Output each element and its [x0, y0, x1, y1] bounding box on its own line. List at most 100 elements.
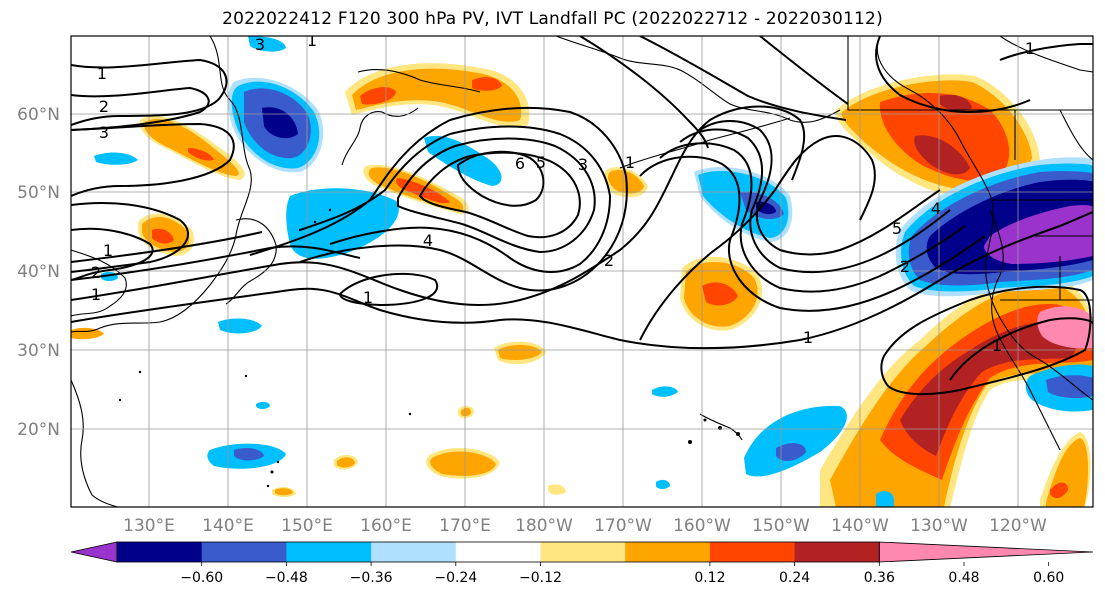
colorbar-tick-label: 0.36 — [864, 570, 895, 586]
contour-label: 5 — [536, 153, 546, 172]
latitude-label: 60°N — [17, 105, 60, 125]
contour-label: 1 — [992, 336, 1002, 355]
positive-anomaly — [900, 321, 1077, 456]
island — [688, 440, 692, 444]
contour-line — [397, 137, 596, 254]
contour-label: 3 — [255, 35, 265, 54]
colorbar-tick-label: −0.60 — [180, 570, 223, 586]
positive-anomaly — [430, 451, 496, 476]
colorbar-extend-low — [70, 541, 118, 563]
positive-anomaly — [548, 484, 566, 495]
contour-label: 2 — [99, 97, 109, 116]
contour-label: 3 — [578, 155, 588, 174]
negative-anomaly — [94, 152, 138, 165]
contour-label: 1 — [803, 328, 813, 347]
positive-anomaly — [1037, 306, 1093, 349]
contour-line — [639, 135, 876, 341]
negative-anomaly — [744, 405, 847, 477]
positive-anomaly — [498, 344, 542, 360]
positive-anomaly — [472, 77, 502, 91]
positive-anomaly — [879, 92, 1010, 181]
colorbar-segment — [794, 542, 880, 562]
island — [313, 220, 317, 224]
longitude-label: 130°E — [123, 516, 175, 536]
colorbar: −0.60 −0.48 −0.36 −0.24 −0.12 0.12 0.24 0.36 0.4… — [70, 541, 1094, 586]
negative-anomaly — [776, 443, 806, 461]
island — [244, 374, 248, 378]
latitude-labels: 60°N 50°N 40°N 30°N 20°N — [17, 105, 60, 440]
colorbar-segment — [625, 542, 711, 562]
negative-anomaly — [234, 448, 264, 461]
island — [118, 398, 122, 402]
contour-line — [759, 36, 849, 105]
negative-anomaly — [248, 36, 286, 52]
positive-anomaly — [144, 118, 239, 176]
colorbar-tick-label: 0.24 — [779, 570, 810, 586]
contour-layer — [71, 36, 1093, 396]
longitude-label: 150°W — [752, 516, 810, 536]
coastline — [71, 249, 127, 317]
contour-line — [699, 120, 941, 256]
contour-label: 1 — [307, 31, 317, 50]
longitude-labels: 130°E 140°E 150°E 160°E 170°E 180°W 170°W 160°W… — [123, 516, 1047, 536]
negative-anomaly — [756, 201, 776, 215]
negative-anomaly — [262, 107, 298, 139]
contour-line — [71, 86, 210, 131]
contour-label: 1 — [91, 285, 101, 304]
contour-line — [639, 155, 986, 312]
latitude-label: 20°N — [17, 420, 60, 440]
coastline — [71, 379, 119, 507]
longitude-label: 140°W — [831, 516, 889, 536]
contour-label: 1 — [103, 241, 113, 260]
contour-label: 2 — [91, 263, 101, 282]
positive-anomaly — [337, 457, 355, 468]
contour-label: 4 — [423, 231, 433, 250]
coastline — [341, 107, 419, 166]
positive-anomaly — [152, 228, 174, 244]
island — [266, 484, 270, 488]
contour-line — [71, 58, 228, 126]
island — [270, 470, 274, 474]
island — [736, 432, 740, 436]
longitude-label: 160°W — [673, 516, 731, 536]
contour-line — [875, 36, 1031, 114]
contour-line — [71, 245, 361, 281]
colorbar-segment — [709, 542, 796, 562]
colorbar-segment — [117, 542, 203, 562]
positive-anomaly — [702, 282, 738, 306]
colorbar-tick-label: −0.48 — [265, 570, 308, 586]
longitude-label: 180°W — [515, 516, 573, 536]
contour-label: 5 — [892, 219, 902, 238]
coastline — [357, 69, 481, 93]
colorbar-tick-label: −0.24 — [434, 570, 477, 586]
contour-line — [456, 150, 545, 207]
positive-anomaly — [914, 135, 970, 175]
colorbar-frame — [116, 541, 880, 563]
island — [276, 460, 280, 464]
longitude-label: 130°W — [910, 516, 968, 536]
negative-anomaly — [286, 188, 399, 259]
coastline — [989, 209, 1061, 451]
colorbar-tick-label: −0.36 — [350, 570, 393, 586]
colorbar-tick-label: 0.12 — [694, 570, 725, 586]
colorbar-segment — [286, 542, 372, 562]
island — [408, 412, 412, 416]
contour-line — [299, 125, 612, 273]
colorbar-segment — [455, 542, 541, 562]
coastline — [1059, 109, 1093, 161]
contour-line — [679, 128, 951, 274]
contour-label: 2 — [604, 251, 614, 270]
positive-anomaly — [71, 327, 104, 340]
contour-label: 6 — [515, 154, 525, 173]
latitude-label: 40°N — [17, 262, 60, 282]
longitude-label: 120°W — [989, 516, 1047, 536]
contour-label: 4 — [931, 199, 941, 218]
pv-shading-layer — [71, 36, 1093, 507]
negative-anomaly — [218, 318, 262, 334]
contour-label: 1 — [97, 64, 107, 83]
colorbar-tick-label: −0.12 — [519, 570, 562, 586]
contour-line — [71, 122, 235, 197]
positive-anomaly — [1050, 482, 1068, 499]
coastline — [999, 36, 1093, 73]
